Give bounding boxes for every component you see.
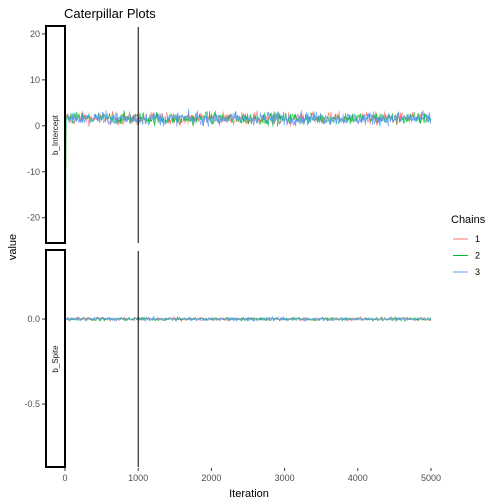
chain-2-line	[65, 32, 431, 241]
y-tick-label: 0.0	[27, 314, 40, 324]
facet-label: b_Spite	[51, 345, 60, 373]
x-tick-label: 4000	[348, 473, 368, 483]
facet-strip	[45, 25, 66, 244]
x-tick-label: 5000	[421, 473, 441, 483]
facet-panels: 20 10 0 -10 -20 b_Intercept 0.0 -0.5 b_Spite 0 100…	[24, 25, 441, 483]
x-tick-label: 0	[62, 473, 67, 483]
legend-label-3: 3	[475, 267, 480, 277]
x-axis: 0 1000 2000 3000 4000 5000	[62, 468, 441, 483]
x-tick-label: 3000	[275, 473, 295, 483]
y-tick-label: 0	[35, 121, 40, 131]
y-tick-label: 10	[30, 75, 40, 85]
x-tick-label: 1000	[128, 473, 148, 483]
x-tick-label: 2000	[201, 473, 221, 483]
facet-strip	[45, 249, 66, 468]
facet-b_Intercept: 20 10 0 -10 -20 b_Intercept	[27, 25, 431, 244]
chart-title: Caterpillar Plots	[64, 6, 156, 21]
chain-2-line	[65, 316, 431, 462]
y-axis-title: value	[7, 234, 19, 260]
x-axis-title: Iteration	[229, 488, 269, 500]
legend-title: Chains	[451, 214, 486, 226]
chain-lines	[65, 32, 431, 241]
chain-3-line	[65, 298, 431, 322]
y-tick-label: -20	[27, 213, 40, 223]
legend-label-2: 2	[475, 251, 480, 261]
facet-b_Spite: 0.0 -0.5 b_Spite	[24, 249, 431, 468]
chain-1-line	[65, 257, 431, 322]
y-tick-label: -10	[27, 167, 40, 177]
chain-3-line	[65, 108, 431, 149]
legend-label-1: 1	[475, 234, 480, 244]
y-tick-label: -0.5	[24, 399, 40, 409]
chain-lines	[65, 257, 431, 462]
legend: Chains 1 2 3	[451, 214, 486, 277]
y-tick-label: 20	[30, 29, 40, 39]
facet-label: b_Intercept	[51, 114, 60, 155]
